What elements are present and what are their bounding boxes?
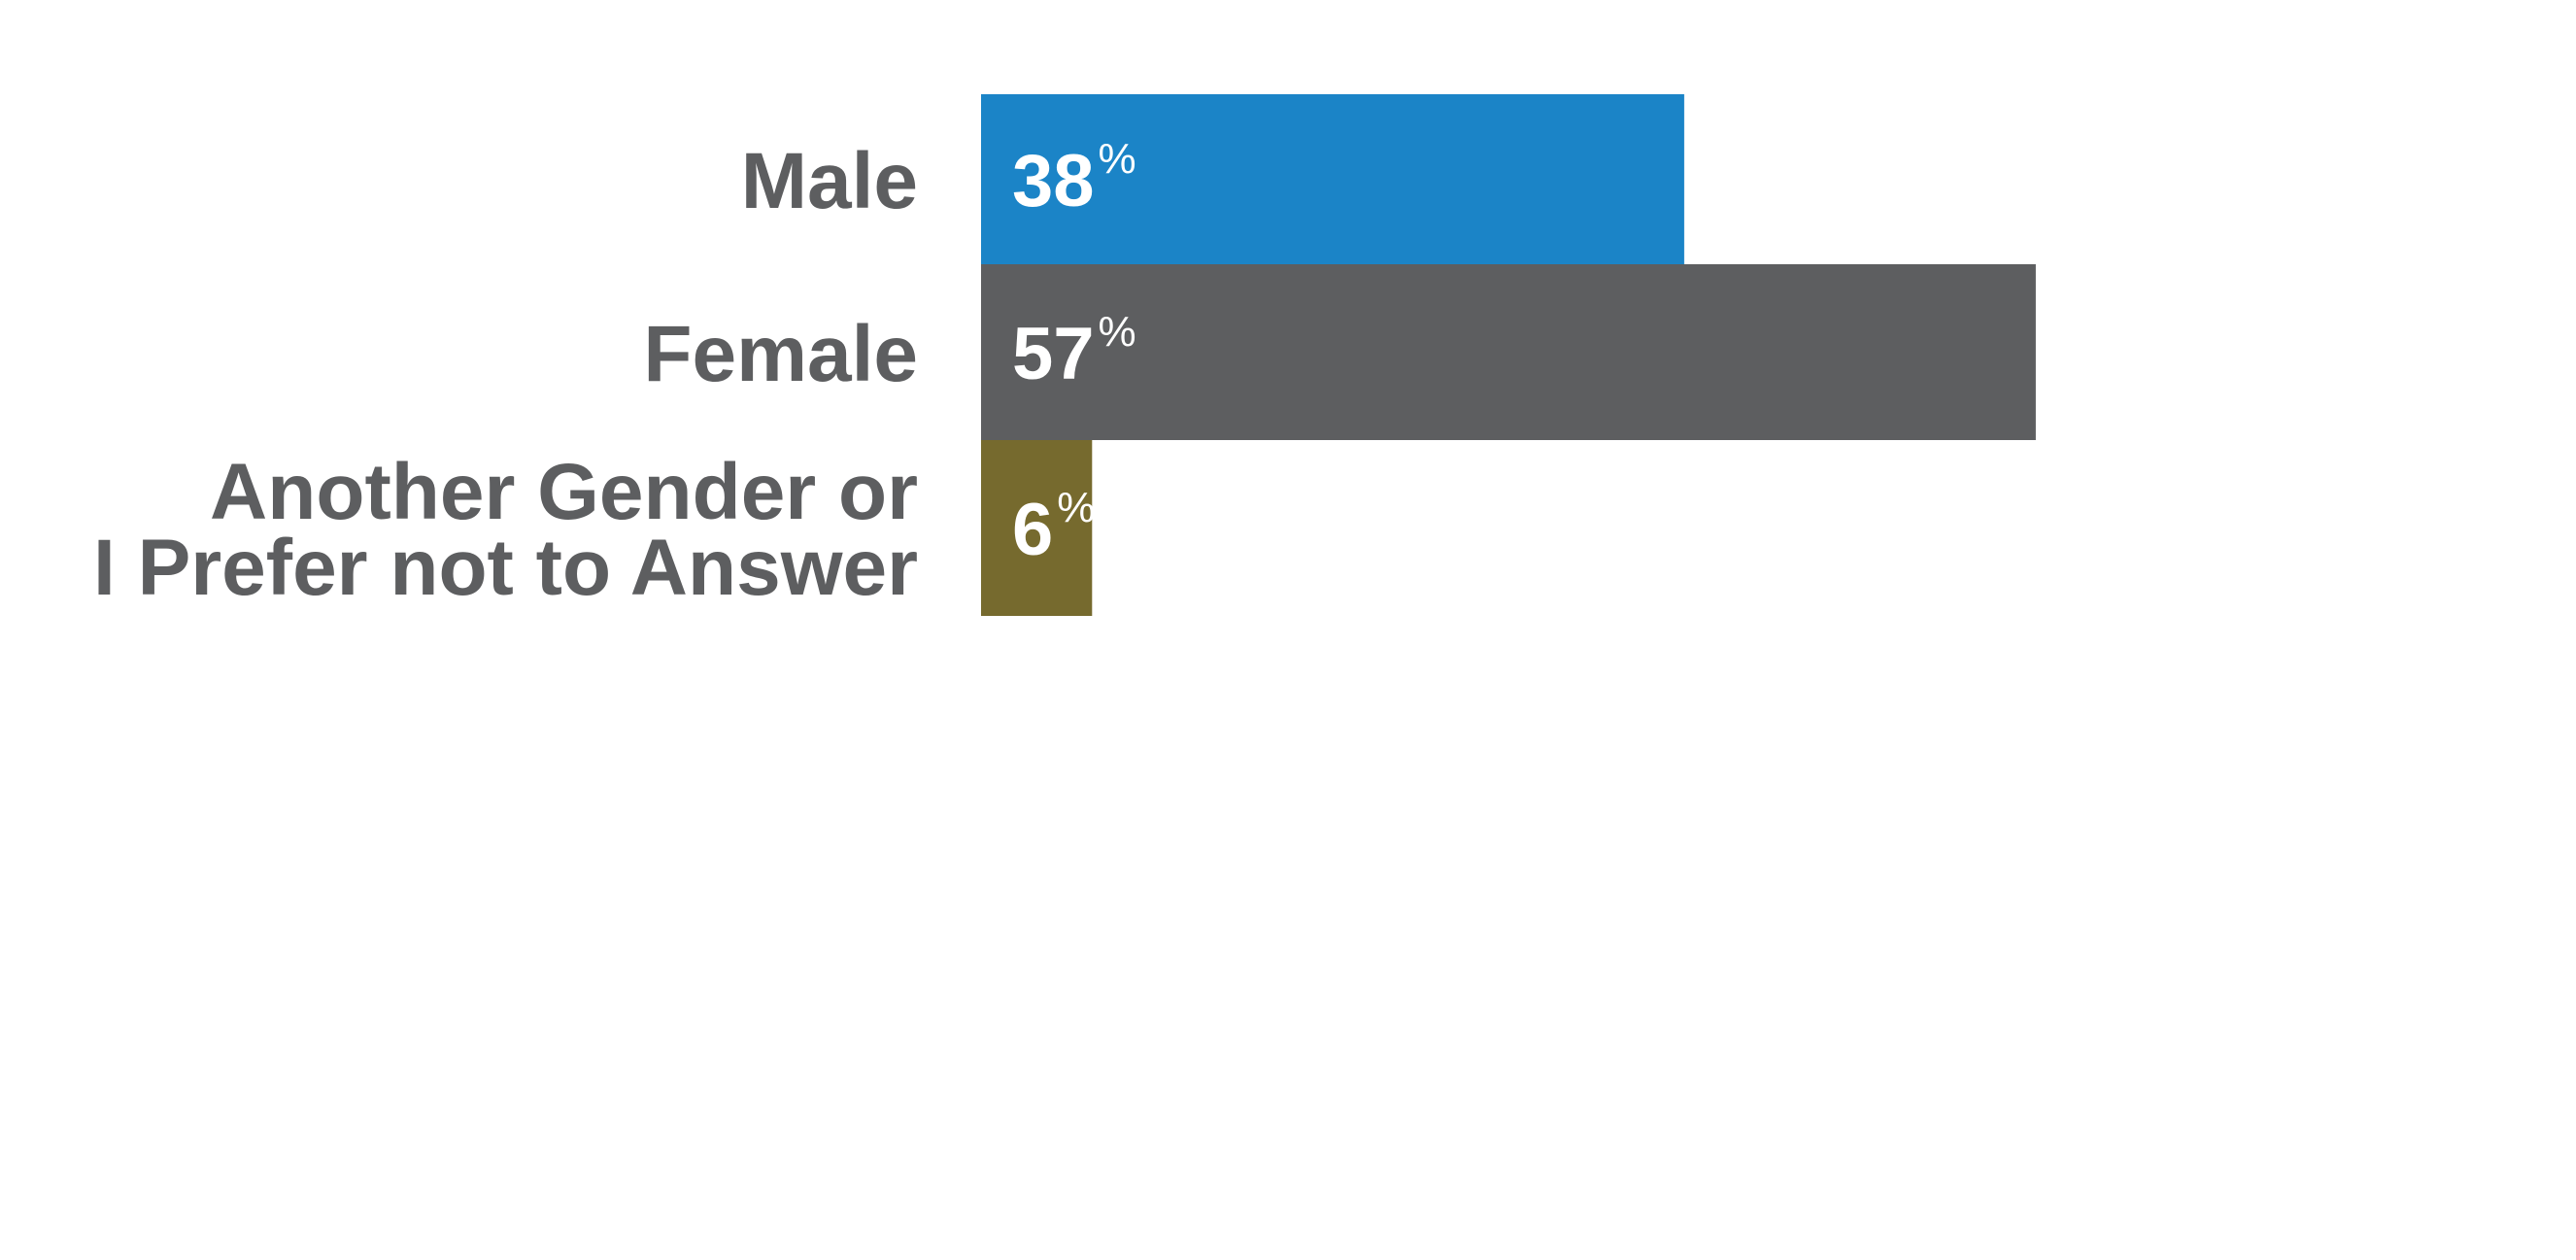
category-label-1-line-0: Female — [643, 310, 918, 398]
value-label-2: 6% — [1012, 484, 1095, 571]
bar-female — [981, 264, 2036, 440]
category-label-2-line-1: I Prefer not to Answer — [93, 524, 918, 612]
percent-sign: % — [1057, 484, 1095, 531]
value-number: 6 — [1012, 489, 1053, 571]
percent-sign: % — [1099, 308, 1136, 356]
value-label-1: 57% — [1012, 308, 1136, 395]
value-number: 57 — [1012, 313, 1095, 395]
bar-another-gender-or-i-prefer-not-to-answer — [981, 440, 1093, 616]
bar-male — [981, 94, 1684, 264]
value-label-0: 38% — [1012, 135, 1136, 222]
category-label-0-line-0: Male — [741, 137, 918, 225]
value-number: 38 — [1012, 140, 1095, 222]
percent-sign: % — [1099, 135, 1136, 183]
category-label-2-line-0: Another Gender or — [210, 448, 918, 536]
